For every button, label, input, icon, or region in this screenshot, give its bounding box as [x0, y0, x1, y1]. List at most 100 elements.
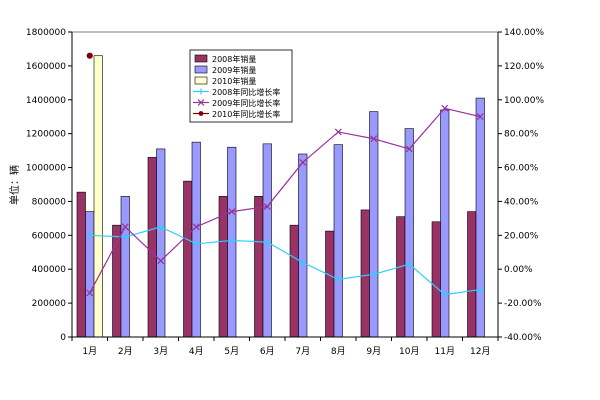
line-point-1-10 — [406, 261, 413, 268]
y-tick-label: 200000 — [32, 299, 67, 309]
legend-label-line-3: 2010年同比增长率 — [212, 109, 280, 119]
x-tick-label: 9月 — [366, 346, 381, 357]
bar-2-9 — [369, 111, 379, 338]
bar-2-11 — [440, 109, 450, 338]
x-tick-label: 1月 — [82, 346, 97, 357]
line-point-1-5 — [228, 237, 235, 244]
line-point-1-12 — [477, 286, 484, 293]
line-point-1-9 — [370, 271, 377, 278]
x-tick-label: 8月 — [331, 346, 346, 357]
y2-tick-label: 40.00% — [504, 197, 539, 207]
marker-dot — [86, 52, 93, 59]
legend-marker-2-b — [197, 99, 205, 106]
marker-d2 — [86, 289, 94, 297]
line-point-2-9 — [370, 135, 378, 143]
marker-d2 — [228, 208, 236, 216]
line-point-2-2 — [121, 223, 129, 231]
line-point-2-7 — [299, 159, 307, 166]
legend-label-bar-2: 2009年销量 — [212, 65, 256, 75]
marker-d2 — [476, 113, 484, 121]
y2-tick-label: 100.00% — [504, 96, 544, 106]
y2-tick-label: 0.00% — [504, 265, 533, 275]
marker-d2 — [370, 135, 378, 143]
legend-swatch-bar-3 — [194, 76, 208, 85]
y-tick-label: 1600000 — [26, 62, 66, 72]
line-point-2-11 — [441, 104, 449, 112]
marker-d2 — [441, 104, 449, 112]
y-tick-label: 800000 — [32, 197, 67, 207]
marker-d2 — [121, 223, 129, 231]
y2-tick-label: 60.00% — [504, 164, 539, 174]
bar-1-5 — [218, 196, 228, 338]
line-point-1-6 — [264, 239, 271, 246]
bar-1-4 — [183, 180, 193, 338]
line-series-2 — [89, 107, 481, 294]
line-point-2-8 — [334, 128, 342, 136]
marker-d2 — [192, 223, 200, 231]
bar-1-11 — [431, 221, 441, 338]
bar-1-8 — [325, 230, 335, 338]
x-tick-label: 10月 — [399, 346, 419, 357]
y2-tick-label: 80.00% — [504, 130, 539, 140]
line-point-1-3 — [157, 223, 164, 230]
marker-d2 — [405, 145, 413, 153]
line-point-1-2 — [122, 234, 129, 241]
bar-2-1 — [85, 211, 95, 338]
y2-tick-label: 120.00% — [504, 62, 544, 72]
legend-label-line-2: 2009年同比增长率 — [212, 98, 280, 108]
x-tick-label: 5月 — [224, 346, 239, 357]
y2-tick-label: -40.00% — [504, 333, 542, 343]
bar-3-1 — [93, 55, 103, 338]
legend-swatch-bar-2 — [194, 65, 208, 74]
line-point-1-4 — [193, 240, 200, 247]
legend-label-line-1: 2008年同比增长率 — [212, 87, 280, 97]
y2-tick-label: -20.00% — [504, 299, 542, 309]
bar-1-7 — [289, 224, 299, 338]
y-tick-label: 1400000 — [26, 96, 66, 106]
x-tick-label: 2月 — [118, 346, 133, 357]
bar-1-1 — [76, 191, 86, 338]
bar-1-6 — [254, 196, 264, 338]
y-tick-label: 0 — [60, 333, 66, 343]
y-tick-label: 1000000 — [26, 164, 66, 174]
legend-marker-3 — [198, 111, 204, 116]
x-tick-label: 4月 — [189, 346, 204, 357]
bar-1-3 — [147, 157, 157, 338]
y-tick-label: 1800000 — [26, 28, 66, 38]
y-tick-label: 600000 — [32, 231, 67, 241]
marker-d2 — [157, 257, 165, 265]
line-point-3-1 — [86, 52, 93, 59]
bar-1-10 — [396, 216, 406, 338]
line-point-2-5 — [228, 208, 236, 216]
bar-1-12 — [467, 211, 477, 338]
bar-2-8 — [333, 144, 343, 338]
x-tick-label: 12月 — [470, 346, 490, 357]
x-tick-label: 11月 — [435, 346, 455, 357]
y2-tick-label: 20.00% — [504, 231, 539, 241]
x-tick-label: 6月 — [260, 346, 275, 357]
x-tick-label: 7月 — [295, 346, 310, 357]
bar-2-3 — [156, 148, 166, 338]
legend-label-bar-3: 2010年销量 — [212, 76, 256, 86]
y2-tick-label: 140.00% — [504, 28, 544, 38]
bar-2-12 — [475, 97, 485, 338]
line-point-2-4 — [192, 223, 200, 231]
line-point-1-8 — [335, 276, 342, 283]
bar-2-4 — [191, 141, 201, 338]
line-point-2-12 — [476, 113, 484, 121]
line-point-1-7 — [299, 259, 306, 266]
marker-d2 — [334, 128, 342, 136]
line-point-2-10 — [405, 145, 413, 153]
line-point-1-1 — [86, 232, 93, 239]
line-point-2-6 — [263, 203, 271, 210]
legend-swatch-bar-1 — [194, 54, 208, 63]
marker-d2 — [263, 203, 271, 210]
line-point-1-11 — [441, 291, 448, 298]
x-tick-label: 3月 — [153, 346, 168, 357]
bar-2-10 — [404, 128, 414, 338]
y-tick-label: 1200000 — [26, 130, 66, 140]
y-axis-title: 单位：辆 — [8, 165, 21, 205]
line-point-2-1 — [86, 289, 94, 297]
